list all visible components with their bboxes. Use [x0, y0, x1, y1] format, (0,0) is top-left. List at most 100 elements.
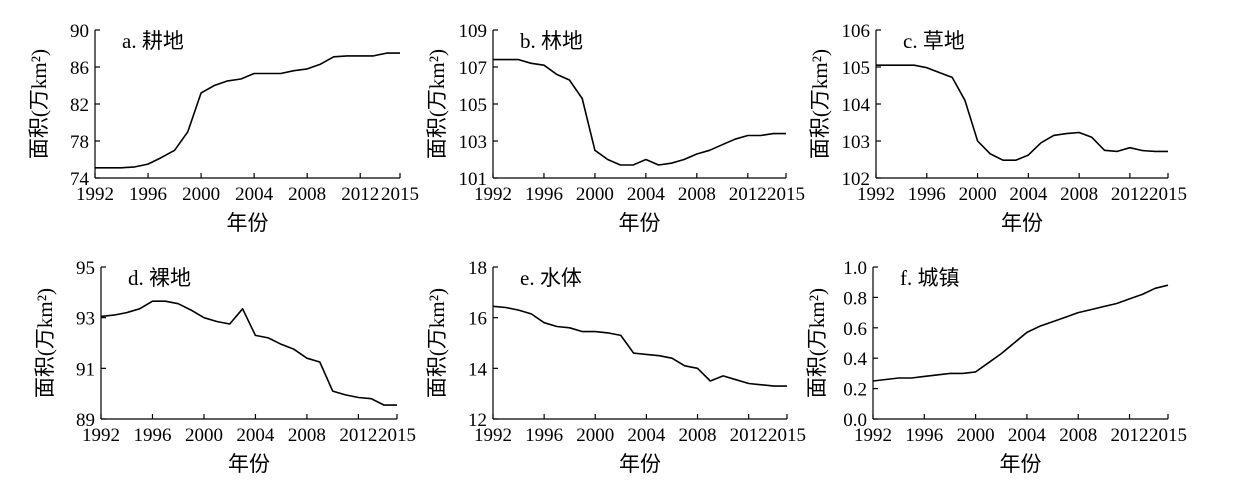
y-tick-label: 0.0 [843, 410, 867, 431]
x-tick-label: 2004 [235, 184, 274, 205]
x-tick-label: 2000 [576, 184, 614, 205]
series-line [100, 300, 397, 406]
y-tick-label: 86 [70, 58, 89, 79]
x-axis-label: 年份 [1000, 452, 1042, 476]
y-axis-label: 面积(万km²) [27, 49, 51, 159]
y-tick-label: 105 [842, 58, 871, 79]
x-axis-label: 年份 [227, 211, 269, 235]
x-tick-label: 2004 [627, 425, 666, 446]
y-tick-label: 90 [70, 21, 89, 42]
x-tick-label: 1996 [129, 184, 167, 205]
x-tick-label: 2012 [1111, 425, 1149, 446]
panel-title: f. 城镇 [900, 266, 960, 290]
x-tick-label: 2000 [957, 425, 995, 446]
y-axis-label: 面积(万km²) [805, 288, 829, 398]
y-tick-label: 16 [468, 309, 487, 330]
y-tick-label: 105 [459, 95, 488, 116]
x-tick-label: 2012 [729, 184, 767, 205]
x-tick-label: 2015 [1149, 184, 1187, 205]
y-tick-label: 0.6 [843, 319, 867, 340]
chart-panel-1: 74 78 82 86 90 1992 1996 2000 2004 2008 2012 2015 a.… [27, 21, 419, 235]
x-tick-label: 1996 [525, 425, 563, 446]
y-tick-label: 104 [842, 95, 871, 116]
y-tick-label: 82 [70, 95, 89, 116]
y-tick-label: 89 [76, 410, 95, 431]
panel-title: e. 水体 [520, 266, 582, 290]
x-tick-label: 1992 [854, 425, 892, 446]
panel-title: c. 草地 [903, 29, 965, 53]
y-axis-label: 面积(万km²) [425, 49, 449, 159]
x-tick-label: 2015 [768, 425, 806, 446]
x-tick-label: 2015 [381, 184, 419, 205]
x-tick-label: 2008 [678, 184, 716, 205]
x-tick-label: 2000 [576, 425, 614, 446]
chart-panel-4: 89 91 93 95 1992 1996 2000 2004 2008 2012 2015 d. 裸… [33, 258, 416, 476]
y-tick-label: 91 [76, 359, 95, 380]
x-tick-label: 2012 [339, 425, 377, 446]
y-tick-label: 103 [459, 132, 488, 153]
x-tick-label: 2004 [1009, 184, 1048, 205]
y-tick-label: 14 [468, 359, 488, 380]
x-tick-label: 1996 [905, 425, 943, 446]
y-tick-label: 12 [468, 410, 487, 431]
panel-title: a. 耕地 [122, 29, 184, 53]
y-tick-label: 109 [459, 21, 488, 42]
y-tick-label: 74 [70, 169, 90, 190]
x-axis-label: 年份 [1001, 211, 1043, 235]
series-line [872, 284, 1169, 382]
chart-panel-5: 12 14 16 18 1992 1996 2000 2004 2008 2012 2015 e. 水… [425, 258, 806, 476]
y-tick-label: 0.2 [843, 380, 867, 401]
y-tick-label: 101 [459, 169, 488, 190]
y-axis-label: 面积(万km²) [808, 49, 832, 159]
y-tick-label: 1.0 [843, 258, 867, 279]
y-tick-label: 107 [459, 58, 488, 79]
x-tick-label: 2004 [627, 184, 666, 205]
x-tick-label: 2015 [767, 184, 805, 205]
x-tick-label: 2008 [1059, 425, 1097, 446]
y-tick-label: 78 [70, 132, 89, 153]
x-tick-label: 1992 [474, 425, 512, 446]
y-tick-label: 106 [842, 21, 871, 42]
x-tick-label: 2004 [1008, 425, 1047, 446]
x-tick-label: 2015 [1149, 425, 1187, 446]
y-tick-label: 0.4 [843, 349, 867, 370]
x-tick-label: 1996 [133, 425, 171, 446]
panel-title: b. 林地 [520, 29, 583, 53]
x-tick-label: 2015 [378, 425, 416, 446]
x-tick-label: 2000 [185, 425, 223, 446]
panel-title: d. 裸地 [128, 266, 191, 290]
x-tick-label: 2012 [730, 425, 768, 446]
series-line [492, 305, 787, 387]
y-tick-label: 93 [76, 309, 95, 330]
y-axis-label: 面积(万km²) [33, 288, 57, 398]
x-tick-label: 2008 [288, 425, 326, 446]
x-tick-label: 1992 [857, 184, 895, 205]
x-tick-label: 2008 [288, 184, 326, 205]
series-line [876, 64, 1168, 161]
chart-panel-2: 101 103 105 107 109 1992 1996 2000 2004 2008 2012 2… [425, 21, 805, 235]
x-tick-label: 1996 [525, 184, 563, 205]
x-tick-label: 2004 [236, 425, 275, 446]
y-tick-label: 0.8 [843, 288, 867, 309]
chart-panel-3: 102 103 104 105 106 1992 1996 2000 2004 2008 2012 2… [808, 21, 1187, 235]
x-axis-label: 年份 [619, 211, 661, 235]
x-tick-label: 1992 [76, 184, 114, 205]
x-tick-label: 2012 [1111, 184, 1149, 205]
chart-panel-6: 0.0 0.2 0.4 0.6 0.8 1.0 1992 1996 2000 2004 2008 20… [805, 258, 1187, 476]
y-axis-label: 面积(万km²) [425, 288, 449, 398]
x-tick-label: 1996 [908, 184, 946, 205]
x-axis-label: 年份 [619, 452, 661, 476]
series-line [493, 58, 786, 166]
x-tick-label: 2008 [1060, 184, 1098, 205]
y-tick-label: 18 [468, 258, 487, 279]
x-tick-label: 2008 [679, 425, 717, 446]
x-axis-label: 年份 [228, 452, 270, 476]
y-tick-label: 95 [76, 258, 95, 279]
x-tick-label: 2000 [182, 184, 220, 205]
x-tick-label: 2000 [959, 184, 997, 205]
x-tick-label: 1992 [474, 184, 512, 205]
y-tick-label: 103 [842, 132, 871, 153]
x-tick-label: 2012 [341, 184, 379, 205]
series-line [95, 52, 400, 169]
